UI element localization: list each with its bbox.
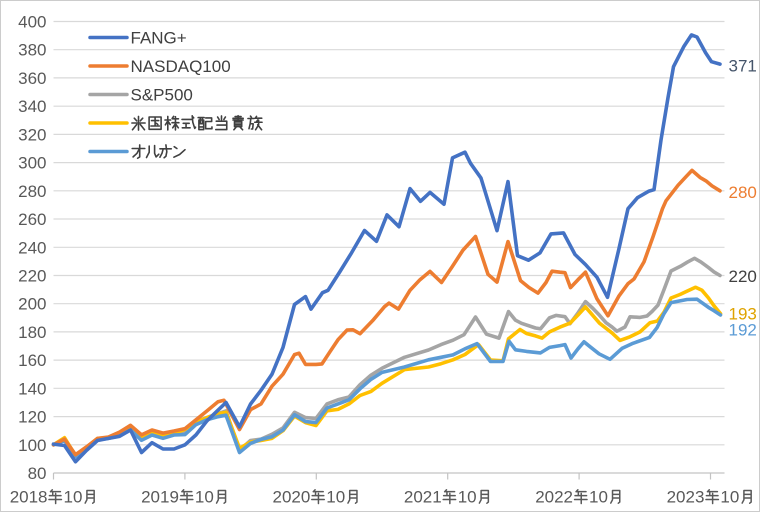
svg-text:2020: 2020 [273, 488, 311, 507]
svg-text:80: 80 [28, 464, 47, 483]
svg-text:140: 140 [18, 379, 46, 398]
svg-text:340: 340 [18, 97, 46, 116]
svg-text:120: 120 [18, 408, 46, 427]
svg-text:10: 10 [720, 488, 739, 507]
svg-text:10: 10 [589, 488, 608, 507]
svg-text:10: 10 [195, 488, 214, 507]
svg-text:10: 10 [458, 488, 477, 507]
svg-text:360: 360 [18, 69, 46, 88]
svg-text:240: 240 [18, 238, 46, 257]
svg-text:260: 260 [18, 210, 46, 229]
svg-text:220: 220 [729, 267, 757, 286]
svg-text:280: 280 [18, 182, 46, 201]
svg-text:400: 400 [18, 13, 46, 32]
svg-text:S&P500: S&P500 [131, 86, 193, 105]
svg-text:193: 193 [729, 305, 757, 324]
svg-text:10: 10 [326, 488, 345, 507]
svg-text:100: 100 [18, 436, 46, 455]
svg-text:160: 160 [18, 351, 46, 370]
svg-text:NASDAQ100: NASDAQ100 [131, 57, 231, 76]
svg-text:180: 180 [18, 323, 46, 342]
svg-text:2018: 2018 [10, 488, 48, 507]
svg-text:200: 200 [18, 295, 46, 314]
svg-text:220: 220 [18, 267, 46, 286]
svg-text:10: 10 [64, 488, 83, 507]
svg-text:320: 320 [18, 125, 46, 144]
svg-text:2022: 2022 [535, 488, 573, 507]
svg-text:371: 371 [729, 57, 757, 76]
svg-text:2019: 2019 [141, 488, 179, 507]
svg-text:2023: 2023 [667, 488, 705, 507]
svg-text:380: 380 [18, 41, 46, 60]
svg-text:2021: 2021 [404, 488, 442, 507]
svg-text:FANG+: FANG+ [131, 29, 187, 48]
svg-text:280: 280 [729, 183, 757, 202]
svg-text:300: 300 [18, 154, 46, 173]
svg-text:192: 192 [729, 321, 757, 340]
